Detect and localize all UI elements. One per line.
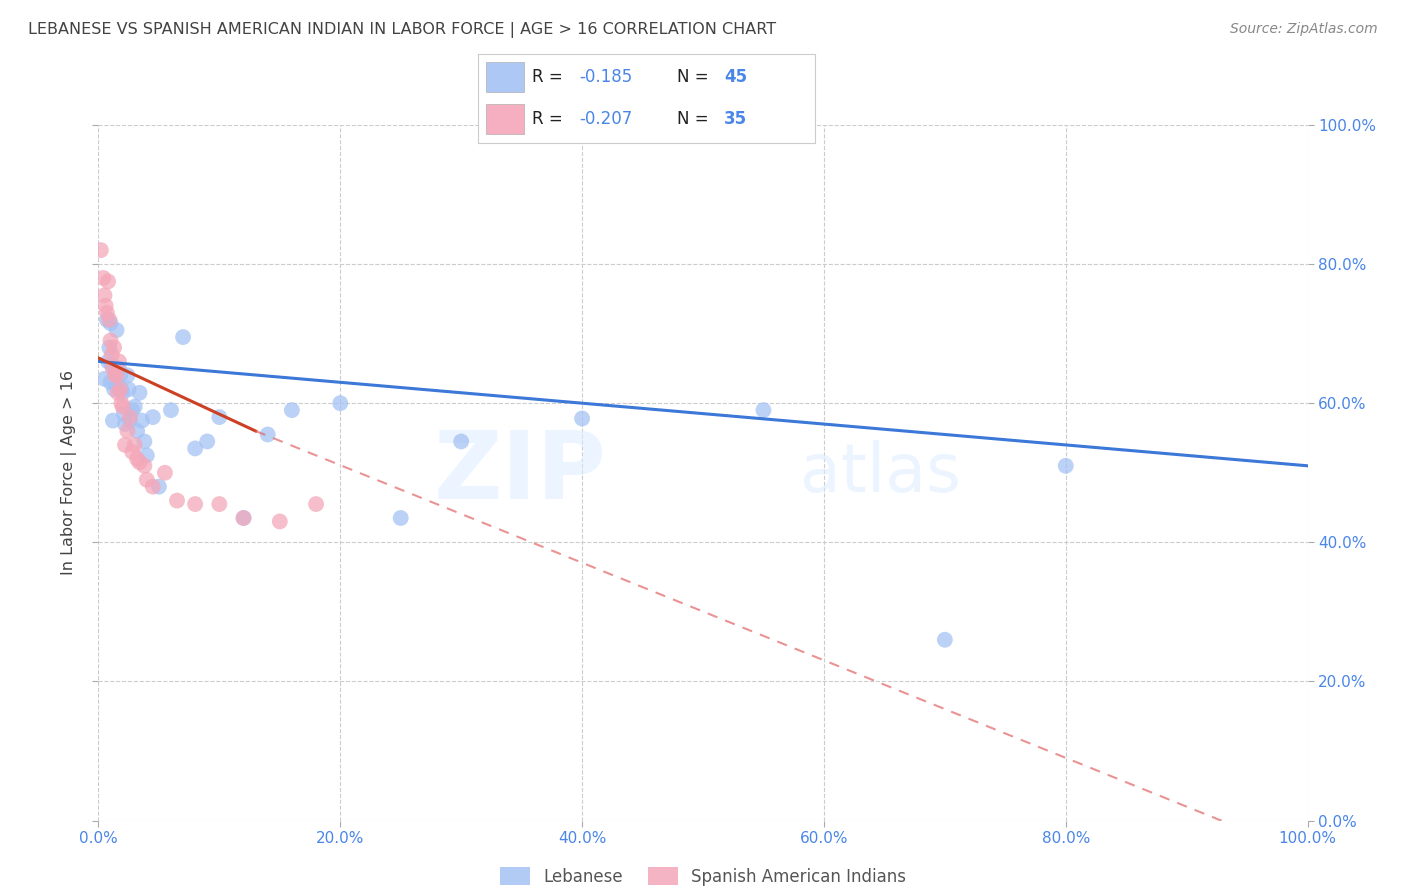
- Text: N =: N =: [678, 110, 714, 128]
- Text: R =: R =: [531, 68, 568, 87]
- Point: [135, 448, 157, 462]
- Point: [131, 414, 153, 428]
- Point: [121, 445, 143, 459]
- Point: [108, 361, 131, 376]
- Point: [104, 365, 127, 379]
- Point: [100, 376, 122, 390]
- Point: [752, 403, 775, 417]
- Point: [108, 354, 131, 368]
- Point: [108, 368, 131, 383]
- Text: LEBANESE VS SPANISH AMERICAN INDIAN IN LABOR FORCE | AGE > 16 CORRELATION CHART: LEBANESE VS SPANISH AMERICAN INDIAN IN L…: [28, 22, 776, 38]
- Point: [107, 378, 129, 392]
- Point: [117, 424, 139, 438]
- Point: [1054, 458, 1077, 473]
- Point: [124, 438, 146, 452]
- Text: atlas: atlas: [800, 440, 960, 506]
- Point: [105, 323, 128, 337]
- Point: [160, 403, 183, 417]
- Point: [97, 274, 120, 288]
- Point: [107, 385, 129, 400]
- Point: [208, 410, 231, 425]
- Point: [100, 358, 122, 372]
- Point: [117, 368, 139, 383]
- Point: [111, 400, 134, 414]
- Point: [142, 410, 165, 425]
- Point: [269, 515, 291, 529]
- Point: [166, 493, 188, 508]
- Point: [128, 455, 150, 469]
- Point: [142, 480, 165, 494]
- Text: ZIP: ZIP: [433, 426, 606, 519]
- Point: [98, 312, 121, 326]
- Text: N =: N =: [678, 68, 714, 87]
- Point: [256, 427, 278, 442]
- FancyBboxPatch shape: [486, 104, 523, 134]
- Point: [148, 480, 170, 494]
- Point: [110, 396, 132, 410]
- Point: [97, 354, 120, 368]
- Point: [305, 497, 328, 511]
- Point: [118, 382, 141, 396]
- Point: [108, 382, 131, 396]
- Point: [172, 330, 194, 344]
- Point: [114, 417, 136, 431]
- Point: [110, 382, 132, 396]
- Point: [103, 382, 125, 396]
- Text: R =: R =: [531, 110, 568, 128]
- FancyBboxPatch shape: [486, 62, 523, 92]
- Point: [105, 368, 128, 383]
- Point: [208, 497, 231, 511]
- Point: [100, 347, 122, 361]
- Point: [934, 632, 956, 647]
- Point: [91, 271, 114, 285]
- Point: [128, 385, 150, 400]
- Point: [101, 414, 124, 428]
- Point: [118, 414, 141, 428]
- Point: [184, 442, 207, 456]
- Point: [111, 385, 134, 400]
- Point: [134, 434, 156, 449]
- Point: [96, 312, 118, 326]
- Text: 45: 45: [724, 68, 748, 87]
- Point: [100, 334, 122, 348]
- Point: [571, 411, 593, 425]
- Point: [121, 403, 143, 417]
- Point: [101, 361, 124, 376]
- Point: [103, 341, 125, 355]
- Point: [232, 511, 254, 525]
- Point: [232, 511, 254, 525]
- Point: [112, 407, 135, 421]
- Point: [127, 424, 149, 438]
- Point: [94, 299, 117, 313]
- Point: [127, 451, 149, 466]
- Point: [450, 434, 472, 449]
- Point: [93, 372, 115, 386]
- Point: [389, 511, 412, 525]
- Point: [100, 316, 122, 330]
- Point: [114, 438, 136, 452]
- Y-axis label: In Labor Force | Age > 16: In Labor Force | Age > 16: [60, 370, 77, 575]
- Point: [98, 341, 121, 355]
- Point: [134, 458, 156, 473]
- Point: [329, 396, 352, 410]
- Point: [104, 368, 127, 383]
- Point: [281, 403, 304, 417]
- Point: [184, 497, 207, 511]
- Text: -0.207: -0.207: [579, 110, 633, 128]
- Point: [93, 288, 115, 302]
- Point: [195, 434, 218, 449]
- Point: [90, 243, 112, 257]
- Point: [118, 410, 141, 425]
- Text: Source: ZipAtlas.com: Source: ZipAtlas.com: [1230, 22, 1378, 37]
- Text: 35: 35: [724, 110, 748, 128]
- Point: [135, 473, 157, 487]
- Point: [96, 306, 118, 320]
- Legend: Lebanese, Spanish American Indians: Lebanese, Spanish American Indians: [494, 860, 912, 892]
- Point: [124, 400, 146, 414]
- Point: [153, 466, 176, 480]
- Text: -0.185: -0.185: [579, 68, 633, 87]
